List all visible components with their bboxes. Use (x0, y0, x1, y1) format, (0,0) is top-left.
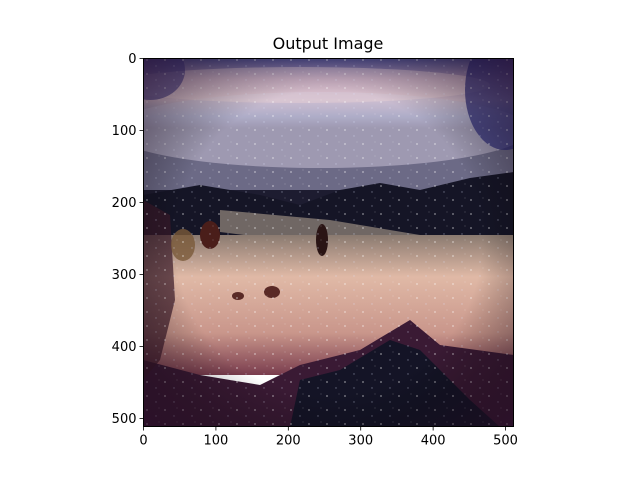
x-tick-label: 0 (139, 434, 147, 449)
y-tick-label: 500 (112, 412, 137, 427)
x-tick-label: 200 (276, 434, 301, 449)
y-tick-label: 200 (112, 196, 137, 211)
x-tick-label: 100 (203, 434, 228, 449)
y-tick-label: 400 (112, 340, 137, 355)
chart-title: Output Image (273, 34, 384, 53)
x-tick-label: 300 (348, 434, 373, 449)
axes-frame (143, 58, 514, 427)
y-tick-label: 100 (112, 124, 137, 139)
image-plot (143, 58, 514, 427)
image-vignette (143, 58, 514, 427)
y-tick-label: 300 (112, 268, 137, 283)
x-axis: 0 100 200 300 400 500 (139, 426, 518, 449)
y-tick-label: 0 (128, 52, 136, 67)
y-axis: 0 100 200 300 400 500 (112, 52, 144, 427)
x-tick-label: 400 (421, 434, 446, 449)
x-tick-label: 500 (493, 434, 518, 449)
